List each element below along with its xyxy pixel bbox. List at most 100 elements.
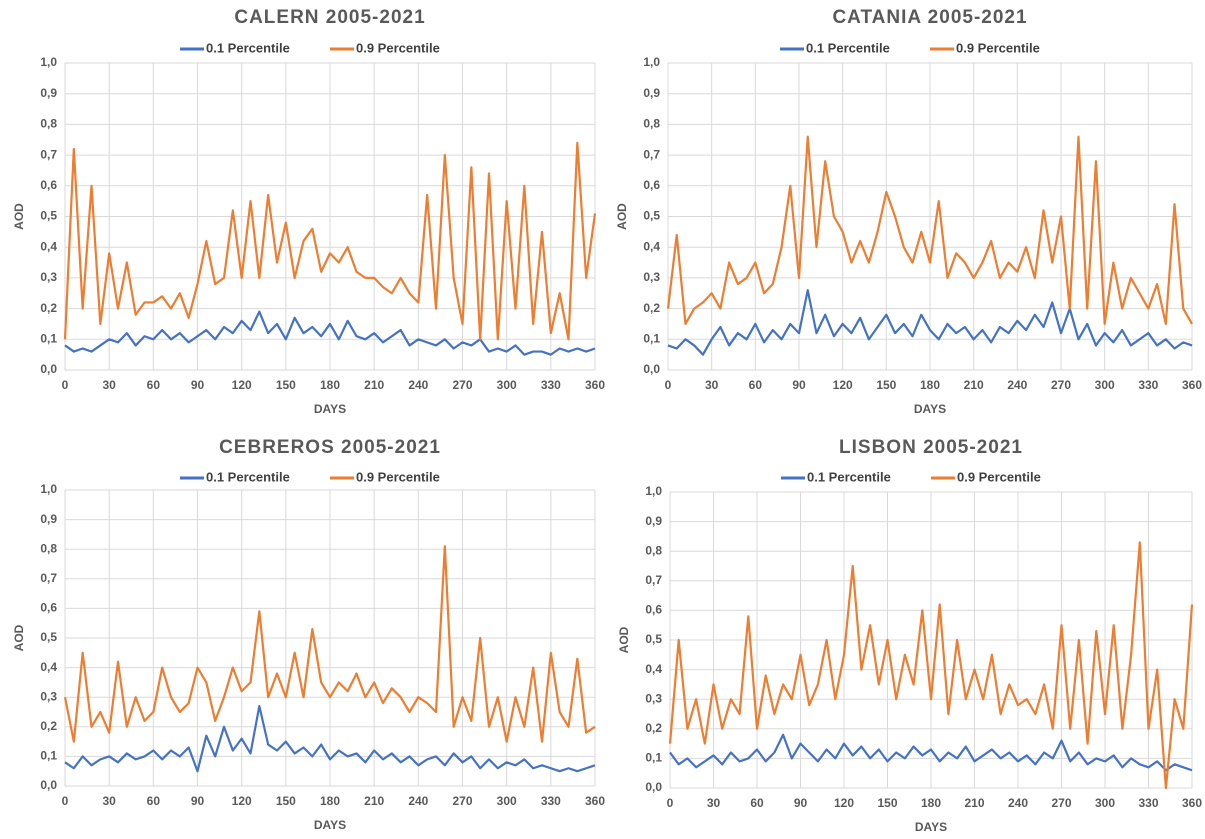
x-tick-label: 360 <box>1182 796 1202 810</box>
x-tick-label: 60 <box>147 794 161 808</box>
y-tick-label: 0,9 <box>643 86 660 100</box>
x-tick-label: 30 <box>705 378 719 392</box>
x-tick-label: 90 <box>792 378 806 392</box>
x-tick-label: 270 <box>452 378 472 392</box>
data-line <box>668 541 1194 790</box>
y-axis-label: AOD <box>617 626 631 653</box>
y-tick-label: 1,0 <box>643 55 660 69</box>
y-tick-label: 0,3 <box>643 270 660 284</box>
data-line <box>63 545 596 743</box>
y-tick-label: 0,4 <box>645 662 662 676</box>
x-tick-label: 180 <box>320 378 340 392</box>
y-tick-label: 0,0 <box>643 362 660 376</box>
y-tick-label: 0,3 <box>645 691 662 705</box>
x-tick-label: 330 <box>541 378 561 392</box>
y-tick-label: 1,0 <box>40 482 57 496</box>
y-tick-label: 0,4 <box>40 660 57 674</box>
x-tick-label: 0 <box>665 378 672 392</box>
x-tick-label: 330 <box>1138 796 1158 810</box>
x-tick-label: 60 <box>750 796 764 810</box>
y-tick-label: 0,3 <box>40 270 57 284</box>
y-tick-label: 0,1 <box>643 331 660 345</box>
chart-title: CATANIA 2005-2021 <box>832 7 1027 28</box>
y-tick-label: 0,3 <box>40 689 57 703</box>
y-tick-label: 0,0 <box>40 362 57 376</box>
x-tick-label: 0 <box>62 378 69 392</box>
y-tick-label: 0,1 <box>40 749 57 763</box>
x-axis-label: DAYS <box>314 818 346 832</box>
data-line <box>63 141 597 341</box>
y-tick-label: 0,7 <box>40 571 57 585</box>
legend-label: 0.1 Percentile <box>806 40 890 55</box>
legend-label: 0.9 Percentile <box>957 469 1041 484</box>
x-tick-label: 360 <box>1182 378 1202 392</box>
x-tick-label: 300 <box>497 794 517 808</box>
legend-label: 0.9 Percentile <box>956 40 1040 55</box>
y-tick-label: 0,2 <box>645 721 662 735</box>
y-tick-label: 0,2 <box>40 719 57 733</box>
x-tick-label: 240 <box>408 378 428 392</box>
y-axis-label: AOD <box>615 203 629 230</box>
y-tick-label: 0,7 <box>643 147 660 161</box>
y-tick-label: 0,9 <box>40 86 57 100</box>
y-tick-label: 0,5 <box>40 209 57 223</box>
data-line <box>667 289 1193 356</box>
x-tick-label: 150 <box>276 794 296 808</box>
x-tick-label: 120 <box>232 794 252 808</box>
x-tick-label: 120 <box>232 378 252 392</box>
y-tick-label: 0,1 <box>645 751 662 765</box>
legend-label: 0.9 Percentile <box>356 40 440 55</box>
y-tick-label: 0,1 <box>40 331 57 345</box>
data-line <box>666 135 1193 326</box>
y-tick-label: 0,7 <box>40 147 57 161</box>
y-tick-label: 1,0 <box>645 484 662 498</box>
x-tick-label: 150 <box>276 378 296 392</box>
y-tick-label: 0,2 <box>40 301 57 315</box>
x-tick-label: 30 <box>102 378 116 392</box>
x-tick-label: 120 <box>834 796 854 810</box>
data-line <box>669 733 1193 772</box>
x-tick-label: 150 <box>876 378 896 392</box>
x-axis-label: DAYS <box>915 820 947 834</box>
y-tick-label: 0,9 <box>645 514 662 528</box>
x-tick-label: 300 <box>1095 796 1115 810</box>
legend-label: 0.1 Percentile <box>206 469 290 484</box>
y-axis-label: AOD <box>12 624 26 651</box>
x-tick-label: 60 <box>749 378 763 392</box>
y-tick-label: 0,0 <box>645 780 662 794</box>
x-tick-label: 360 <box>585 378 605 392</box>
y-tick-label: 0,4 <box>643 239 660 253</box>
x-tick-label: 150 <box>877 796 897 810</box>
x-tick-label: 300 <box>497 378 517 392</box>
y-tick-label: 0,0 <box>40 778 57 792</box>
y-tick-label: 0,5 <box>40 630 57 644</box>
y-tick-label: 0,4 <box>40 239 57 253</box>
x-tick-label: 90 <box>794 796 808 810</box>
x-tick-label: 210 <box>364 794 384 808</box>
legend-label: 0.1 Percentile <box>206 40 290 55</box>
x-tick-label: 180 <box>320 794 340 808</box>
data-line <box>64 704 596 773</box>
y-tick-label: 0,7 <box>645 573 662 587</box>
x-tick-label: 0 <box>62 794 69 808</box>
chart-title: CEBREROS 2005-2021 <box>219 437 441 458</box>
y-tick-label: 1,0 <box>40 55 57 69</box>
chart-title: LISBON 2005-2021 <box>839 437 1023 458</box>
y-tick-label: 0,2 <box>643 301 660 315</box>
x-axis-label: DAYS <box>314 402 346 416</box>
legend-label: 0.9 Percentile <box>356 469 440 484</box>
x-tick-label: 360 <box>585 794 605 808</box>
y-tick-label: 0,6 <box>643 178 660 192</box>
y-axis-label: AOD <box>12 203 26 230</box>
x-tick-label: 330 <box>1138 378 1158 392</box>
x-tick-label: 90 <box>191 794 205 808</box>
y-tick-label: 0,8 <box>645 543 662 557</box>
x-tick-label: 240 <box>1008 796 1028 810</box>
x-tick-label: 180 <box>920 378 940 392</box>
x-tick-label: 120 <box>833 378 853 392</box>
x-tick-label: 270 <box>1051 796 1071 810</box>
x-tick-label: 90 <box>191 378 205 392</box>
y-tick-label: 0,8 <box>643 117 660 131</box>
y-tick-label: 0,5 <box>645 632 662 646</box>
y-tick-label: 0,6 <box>645 603 662 617</box>
